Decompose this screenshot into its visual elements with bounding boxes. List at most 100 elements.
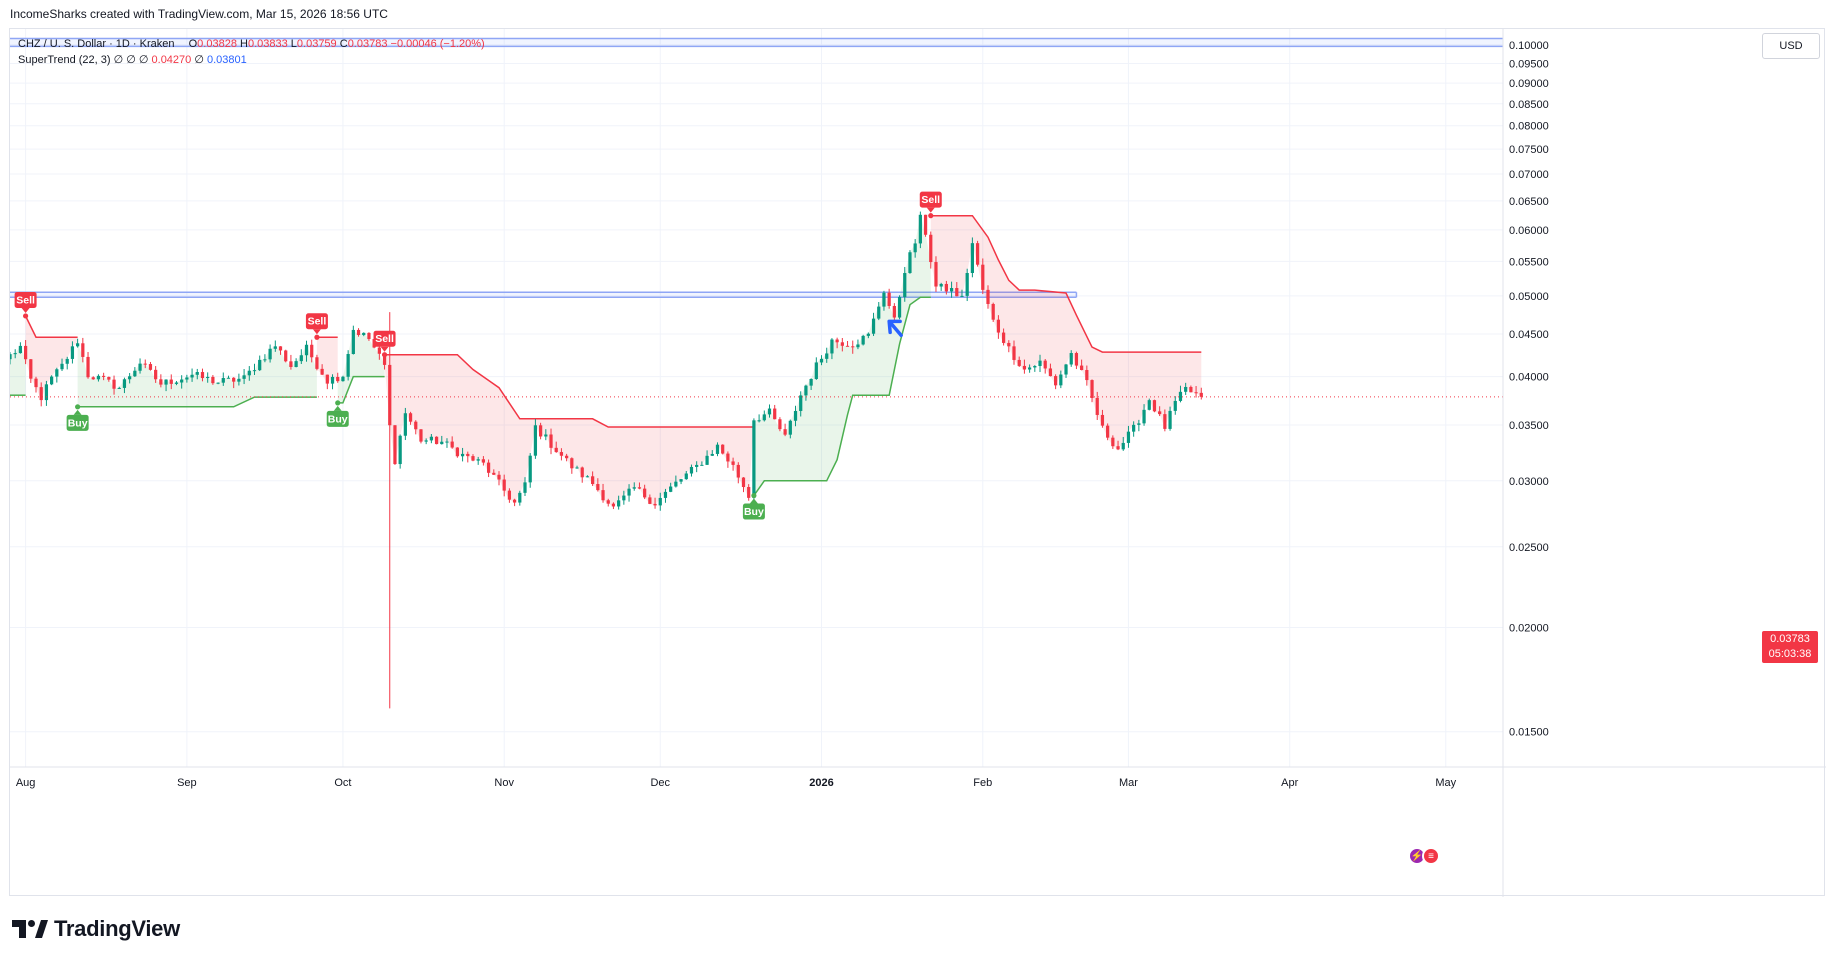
candle-body [684, 473, 688, 480]
candle-body [221, 378, 225, 383]
close-value: 0.03783 [347, 38, 388, 50]
candle-body [429, 436, 433, 441]
candle-body [575, 467, 579, 469]
candle-body [1027, 367, 1032, 370]
candle-body [1194, 392, 1198, 394]
candle-body [289, 361, 293, 368]
candles [10, 211, 1203, 709]
candle-body [736, 464, 740, 478]
candle-body [773, 408, 777, 420]
chart-frame[interactable]: Sell Buy Sell Buy Sell Buy Sell 0.10000 0.09500… [9, 28, 1826, 897]
candle-body [949, 288, 954, 292]
supertrend-fill-area [10, 345, 26, 396]
candle-body [476, 459, 480, 461]
price-tick-label: 0.03000 [1509, 476, 1549, 488]
candle-body [705, 455, 709, 465]
candle-body [539, 425, 543, 437]
candle-body [518, 492, 522, 503]
candle-body [1178, 391, 1183, 401]
candle-body [835, 339, 839, 343]
price-tick-label: 0.05000 [1509, 291, 1549, 303]
grid-lines [10, 29, 1503, 767]
signal-label: Sell [16, 294, 35, 306]
sell-signal: Sell [305, 313, 328, 340]
candle-body [637, 487, 642, 489]
candle-body [1199, 392, 1203, 397]
candle-body [247, 370, 251, 376]
candle-body [908, 252, 912, 274]
price-chart[interactable]: Sell Buy Sell Buy Sell Buy Sell 0.10000 0.09500… [10, 29, 1826, 897]
candle-body [294, 361, 298, 368]
indicator-name[interactable]: SuperTrend (22, 3) [18, 54, 111, 66]
chart-attribution: IncomeSharks created with TradingView.co… [10, 7, 388, 21]
horizontal-zones[interactable] [10, 37, 1503, 299]
price-tick-label: 0.02000 [1509, 623, 1549, 635]
candle-body [76, 343, 80, 347]
candle-body [689, 466, 694, 474]
candle-body [1189, 386, 1193, 393]
close-label: C [339, 38, 348, 50]
candle-body [1022, 365, 1027, 370]
candle-body [710, 453, 714, 456]
zone-box [10, 38, 1503, 47]
candle-body [700, 464, 704, 466]
us-flag-icon[interactable]: ≡ [1422, 847, 1440, 865]
candle-body [903, 273, 907, 298]
signal-pointer [73, 409, 82, 415]
candle-body [669, 486, 673, 492]
candle-body [1085, 370, 1089, 381]
candle-body [382, 353, 387, 365]
last-price-label: 0.03783 05:03:38 [1762, 631, 1818, 663]
candle-body [866, 333, 870, 336]
currency-selector[interactable]: USD [1762, 33, 1820, 59]
candle-body [112, 379, 116, 389]
buy-signal: Buy [66, 404, 89, 431]
price-axis[interactable]: 0.10000 0.09500 0.09000 0.08500 0.08000 0.075… [1502, 29, 1549, 897]
candle-body [653, 503, 657, 506]
candle-body [1017, 359, 1021, 366]
event-badges[interactable]: ⚡ ≡ [1408, 847, 1440, 865]
open-label: O [188, 38, 198, 50]
candle-body [814, 362, 818, 380]
candle-body [211, 376, 215, 384]
candle-body [819, 358, 824, 363]
signal-label: Sell [308, 316, 327, 328]
candle-body [929, 234, 933, 263]
tradingview-logo[interactable]: TradingView [12, 916, 180, 942]
price-tick-label: 0.02500 [1509, 542, 1549, 554]
candle-body [1163, 414, 1167, 429]
last-price-value: 0.03783 [1770, 633, 1810, 645]
arrow-annotation [887, 319, 903, 338]
time-axis[interactable]: Aug Sep Oct Nov Dec 2026 Feb Mar Apr May [10, 766, 1826, 789]
candle-body [393, 425, 397, 465]
candle-body [892, 305, 896, 318]
signal-dot [75, 404, 81, 410]
candle-body [455, 447, 459, 457]
signal-dot [314, 334, 320, 340]
high-label: H [240, 38, 248, 50]
candle-body [1111, 437, 1115, 447]
arrow-shaft [888, 320, 903, 338]
candle-body [1116, 446, 1120, 450]
price-tick-label: 0.09000 [1509, 78, 1549, 90]
price-tick-label: 0.03500 [1509, 420, 1549, 432]
supertrend-line [753, 296, 931, 497]
candle-body [388, 364, 392, 426]
price-tick-label: 0.10000 [1509, 40, 1549, 52]
indicator-dots: ∅ ∅ ∅ [113, 54, 149, 66]
candle-body [1137, 423, 1141, 425]
supertrend-fill-area [753, 214, 931, 496]
candle-body [632, 487, 636, 489]
symbol-name[interactable]: CHZ / U. S. Dollar · 1D · Kraken [18, 38, 175, 50]
price-tick-label: 0.05500 [1509, 256, 1549, 268]
candle-body [174, 382, 179, 384]
candle-body [1132, 424, 1136, 432]
candle-body [128, 376, 132, 380]
candle-body [648, 497, 652, 504]
candle-body [523, 482, 527, 493]
candle-body [622, 495, 626, 501]
candle-body [29, 359, 33, 379]
candle-body [50, 376, 54, 385]
candle-body [695, 464, 699, 467]
change-value: −0.00046 (−1.20%) [390, 38, 485, 50]
